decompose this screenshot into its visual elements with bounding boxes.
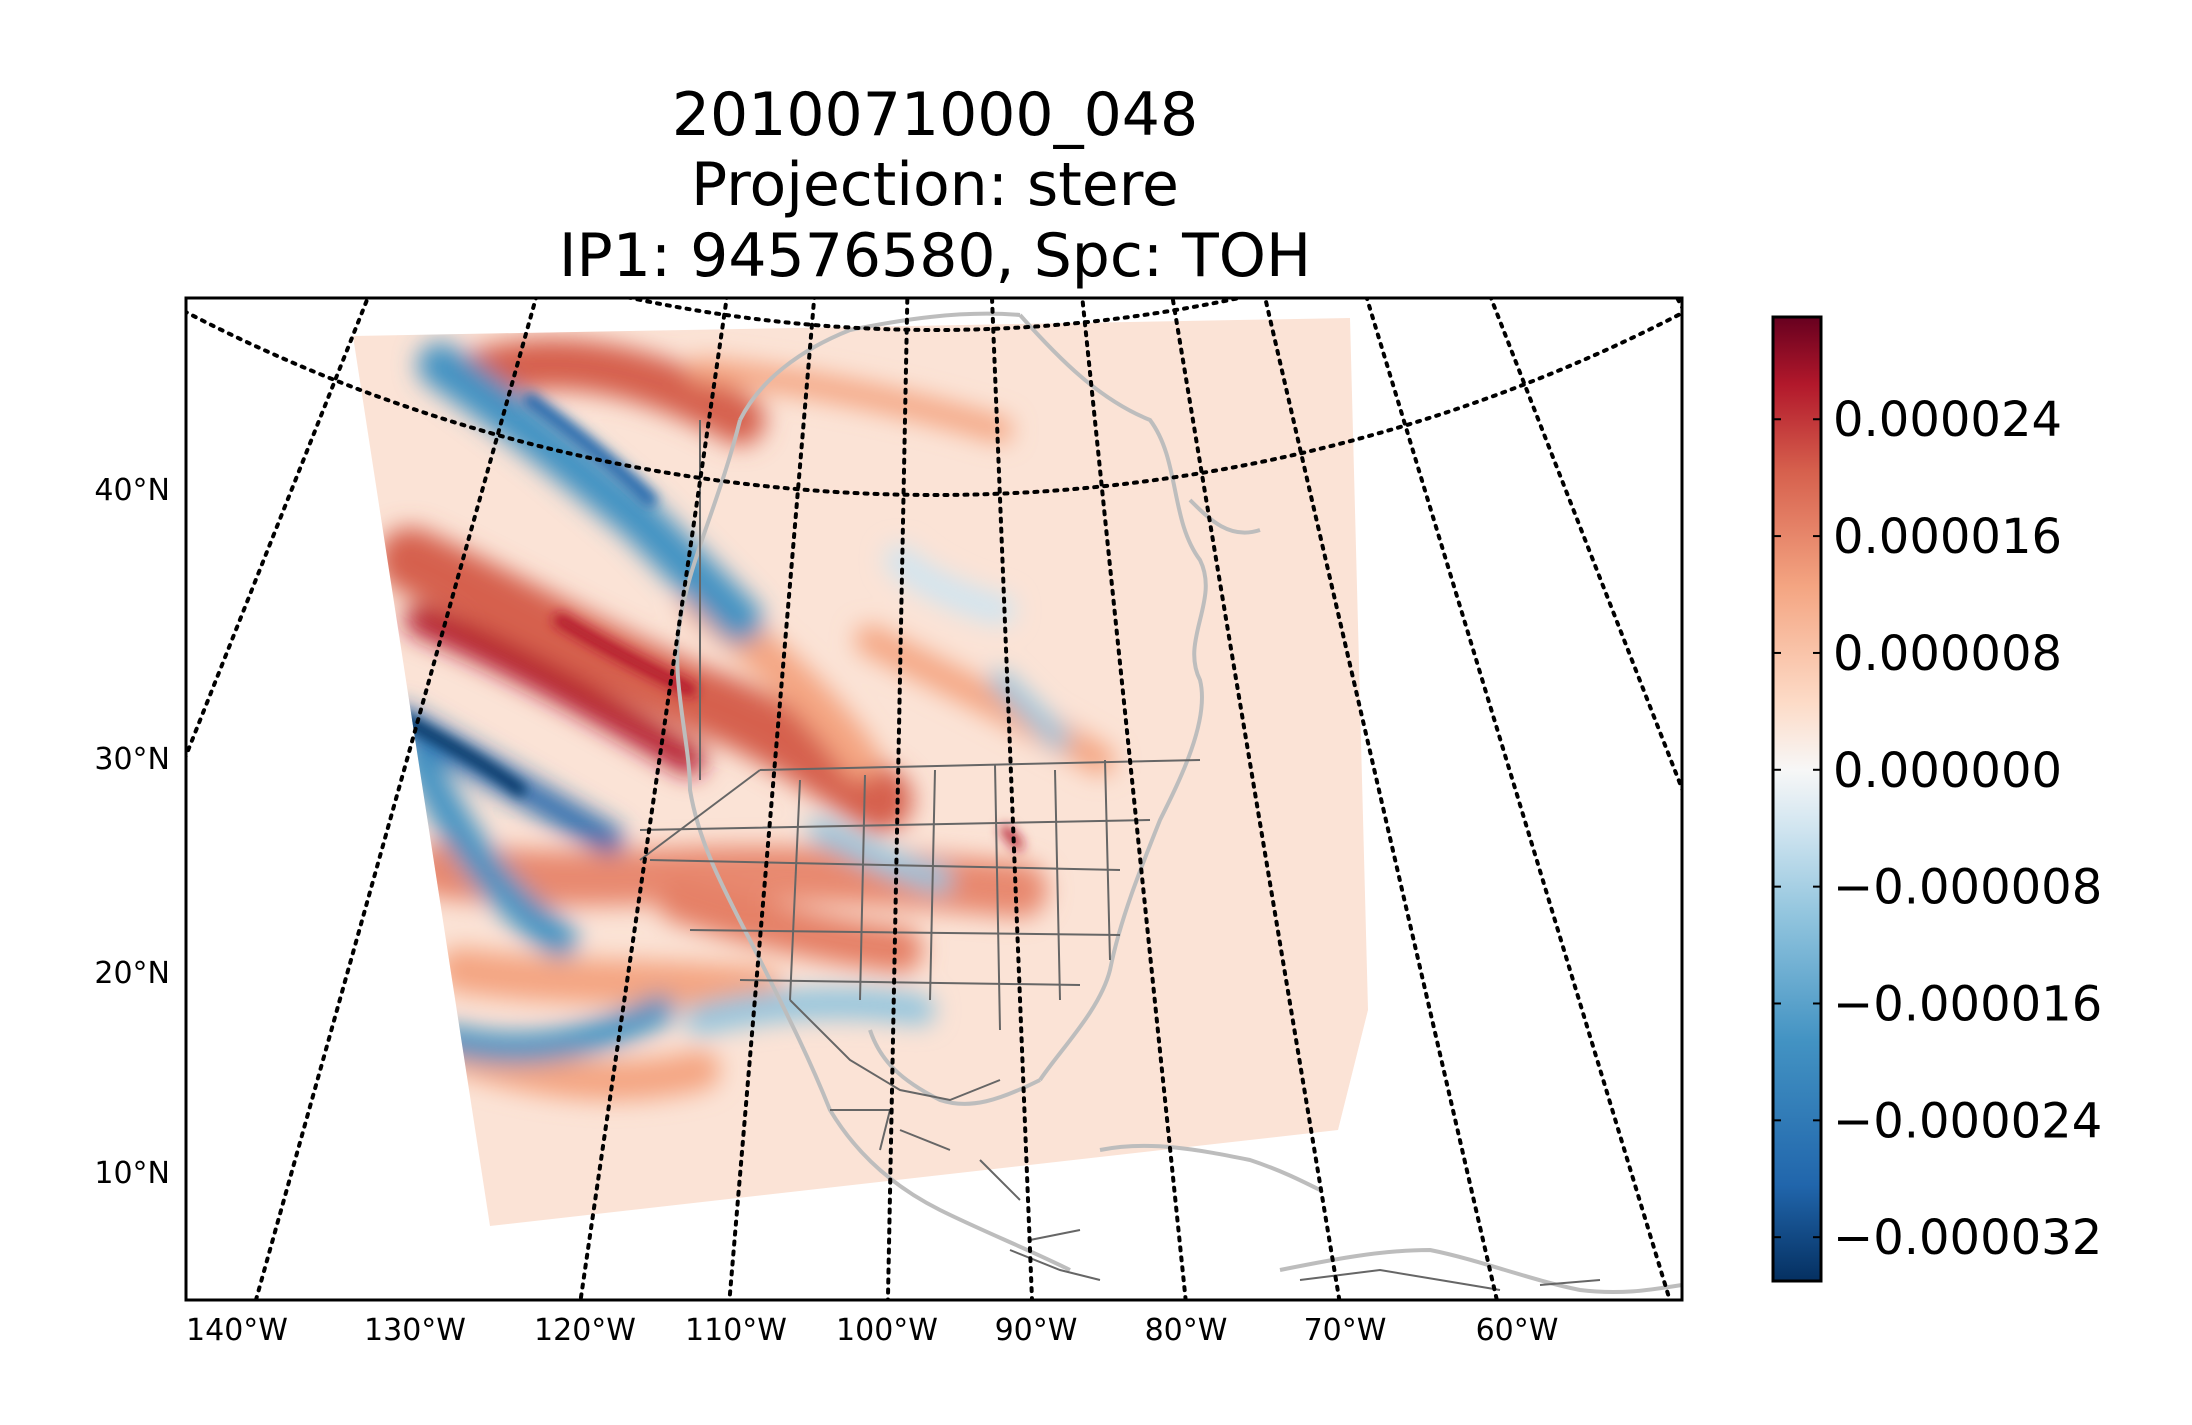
lon-label-140w: 140°W (186, 1313, 288, 1348)
lon-label-70w: 70°W (1304, 1313, 1387, 1348)
colorbar-tick-label: 0.000016 (1833, 509, 2062, 565)
lat-label-20n: 20°N (94, 956, 170, 991)
lon-label-60w: 60°W (1476, 1313, 1559, 1348)
lon-label-130w: 130°W (364, 1313, 466, 1348)
title-line-2: Projection: stere (691, 150, 1179, 220)
colorbar: 0.000024 0.000016 0.000008 0.000000 −0.00000… (1771, 315, 2102, 1283)
colorbar-tick-label: 0.000024 (1833, 392, 2062, 448)
lat-label-30n: 30°N (94, 742, 170, 777)
title-line-3: IP1: 94576580, Spc: TOH (559, 221, 1311, 291)
lon-label-80w: 80°W (1145, 1313, 1228, 1348)
colorbar-tick-label: −0.000032 (1833, 1210, 2102, 1266)
field-domain (353, 318, 1368, 1226)
latitude-labels: 40°N 30°N 20°N 10°N (94, 473, 170, 1191)
colorbar-tick-label: −0.000016 (1833, 976, 2102, 1032)
lat-label-10n: 10°N (94, 1156, 170, 1191)
title-line-1: 2010071000_048 (672, 80, 1198, 150)
colorbar-tick-label: −0.000008 (1833, 860, 2102, 916)
colorbar-gradient (1771, 315, 1823, 1283)
graticule-parallels (186, 298, 1682, 497)
lat-label-40n: 40°N (94, 473, 170, 508)
colorbar-tick-label: −0.000024 (1833, 1093, 2102, 1149)
lon-label-100w: 100°W (836, 1313, 938, 1348)
lon-label-120w: 120°W (534, 1313, 636, 1348)
map-title: 2010071000_048 Projection: stere IP1: 94… (559, 80, 1311, 291)
colorbar-tick-label: 0.000008 (1833, 626, 2062, 682)
colorbar-tick-label: 0.000000 (1833, 743, 2062, 799)
colorbar-ticks: 0.000024 0.000016 0.000008 0.000000 −0.00000… (1773, 392, 2102, 1266)
lon-label-90w: 90°W (995, 1313, 1078, 1348)
longitude-labels: 140°W 130°W 120°W 110°W 100°W 90°W 80°W … (186, 1313, 1558, 1348)
lon-label-110w: 110°W (685, 1313, 787, 1348)
map-frame (184, 296, 1684, 1302)
